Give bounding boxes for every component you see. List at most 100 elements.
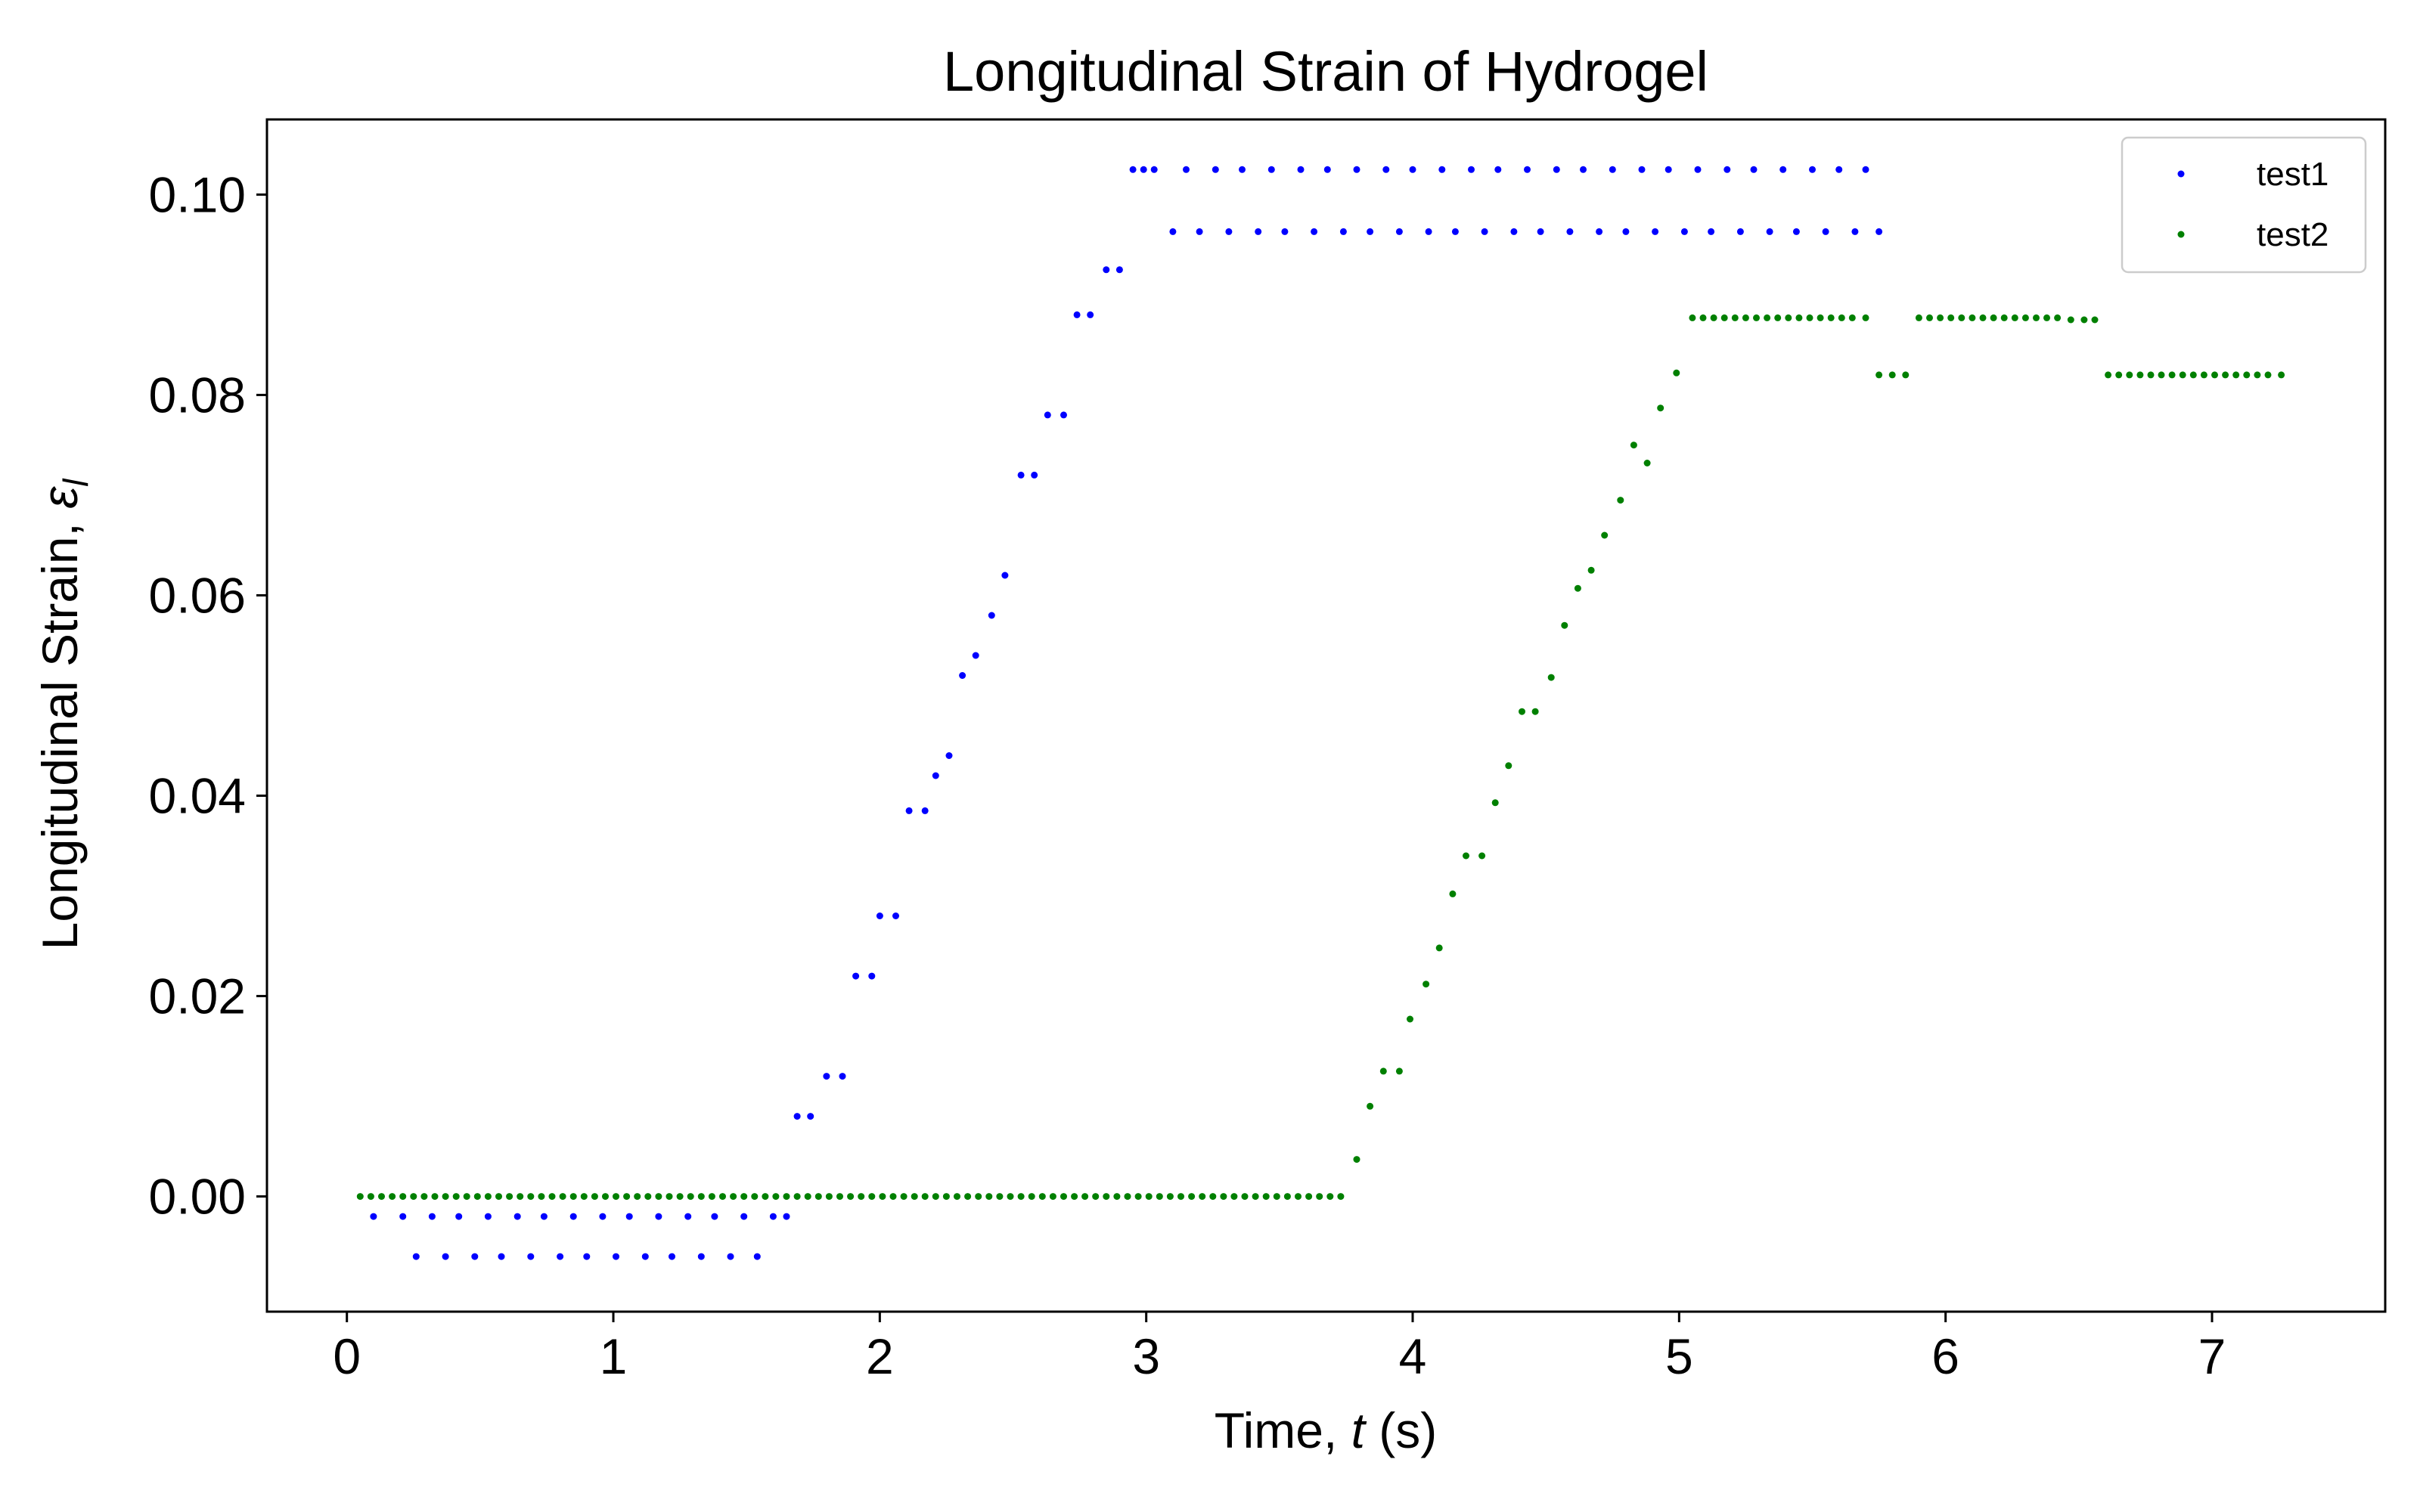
- test1-point: [1353, 166, 1360, 173]
- test2-point: [1124, 1193, 1131, 1201]
- test1-point: [1183, 166, 1190, 173]
- test2-point: [1134, 1193, 1142, 1201]
- test2-point: [1958, 314, 1965, 321]
- test2-point: [1531, 708, 1539, 715]
- test2-point: [591, 1193, 598, 1201]
- test2-point: [1283, 1193, 1291, 1201]
- test1-point: [1087, 311, 1094, 318]
- test1-point: [1779, 166, 1787, 173]
- test2-point: [1587, 566, 1595, 574]
- y-tick-label: 0.02: [149, 968, 246, 1024]
- test2-point: [1926, 314, 1933, 321]
- test1-point: [1510, 228, 1518, 235]
- test2-point: [1103, 1193, 1110, 1201]
- test2-point: [1081, 1193, 1089, 1201]
- test1-point: [569, 1213, 577, 1220]
- test2-point: [378, 1193, 385, 1201]
- test2-point: [687, 1193, 694, 1201]
- test1-point: [1060, 411, 1067, 419]
- test2-point: [2168, 371, 2176, 379]
- test1-point: [1694, 166, 1702, 173]
- test2-point: [1601, 531, 1609, 539]
- plot-frame: [265, 118, 2387, 1313]
- test2-point: [804, 1193, 811, 1201]
- test2-point: [1423, 981, 1430, 988]
- test1-point: [1566, 228, 1574, 235]
- test1-point: [1140, 166, 1147, 173]
- test1-point: [1553, 166, 1560, 173]
- test2-point: [793, 1193, 801, 1201]
- test2-point: [452, 1193, 460, 1201]
- test2-point: [1979, 314, 1987, 321]
- test2-point: [580, 1193, 588, 1201]
- test2-point: [410, 1193, 417, 1201]
- test2-point: [2278, 371, 2285, 379]
- test1-point: [1494, 166, 1502, 173]
- test2-point: [1273, 1193, 1280, 1201]
- test1-point: [905, 807, 913, 814]
- test1-point: [783, 1213, 790, 1220]
- test1-point: [932, 772, 939, 779]
- test2-point: [463, 1193, 470, 1201]
- test1-point: [793, 1113, 801, 1120]
- test2-point: [985, 1193, 993, 1201]
- test1-point: [1297, 166, 1305, 173]
- test2-point: [1028, 1193, 1035, 1201]
- test2-point: [1806, 314, 1813, 321]
- test1-point: [684, 1213, 692, 1220]
- test2-point: [613, 1193, 619, 1201]
- test2-point: [1617, 497, 1624, 504]
- test2-point: [473, 1193, 481, 1201]
- test2-point: [942, 1193, 950, 1201]
- test2-point: [719, 1193, 726, 1201]
- test2-point: [2254, 371, 2261, 379]
- test2-point: [1848, 314, 1856, 321]
- test2-point: [655, 1193, 662, 1201]
- test1-point: [1652, 228, 1659, 235]
- test2-point: [1007, 1193, 1014, 1201]
- test2-point: [676, 1193, 684, 1201]
- y-tick-label: 0.08: [149, 367, 246, 423]
- test1-point: [1196, 228, 1203, 235]
- test2-point: [2021, 314, 2029, 321]
- test2-point: [1353, 1156, 1360, 1163]
- test1-point: [823, 1073, 830, 1080]
- test1-point: [1596, 228, 1603, 235]
- test2-point: [879, 1193, 886, 1201]
- test1-point: [1822, 228, 1829, 235]
- test2-point: [1742, 314, 1749, 321]
- test2-point: [1449, 890, 1457, 897]
- x-tick-label: 6: [1931, 1328, 1959, 1384]
- test2-point: [847, 1193, 855, 1201]
- test2-point: [356, 1193, 364, 1201]
- test2-point: [1188, 1193, 1196, 1201]
- test2-point: [2200, 371, 2207, 379]
- test1-point: [876, 912, 883, 919]
- test2-point: [1435, 944, 1443, 952]
- test1-point: [727, 1253, 734, 1260]
- x-tick-label: 7: [2198, 1328, 2226, 1384]
- test2-point: [1478, 852, 1486, 860]
- x-tick-label: 3: [1132, 1328, 1160, 1384]
- test2-point: [1643, 460, 1651, 466]
- test1-point: [1766, 228, 1773, 235]
- test2-point: [900, 1193, 908, 1201]
- test1-point: [769, 1213, 777, 1220]
- test1-point: [613, 1253, 619, 1260]
- test2-point: [996, 1193, 1004, 1201]
- test2-point: [1491, 799, 1499, 807]
- test1-point: [1537, 228, 1544, 235]
- test1-point: [945, 752, 953, 759]
- test2-point: [975, 1193, 982, 1201]
- test1-point: [1876, 228, 1883, 235]
- legend-label-test2: test2: [2257, 216, 2328, 253]
- test2-point: [2033, 314, 2040, 321]
- test2-point: [1395, 1067, 1403, 1075]
- test2-point: [1519, 708, 1525, 715]
- test1-point: [868, 972, 876, 980]
- test2-point: [1888, 371, 1896, 379]
- test2-point: [932, 1193, 939, 1201]
- test1-point: [1239, 166, 1246, 173]
- test2-point: [559, 1193, 566, 1201]
- test2-point: [1827, 314, 1835, 321]
